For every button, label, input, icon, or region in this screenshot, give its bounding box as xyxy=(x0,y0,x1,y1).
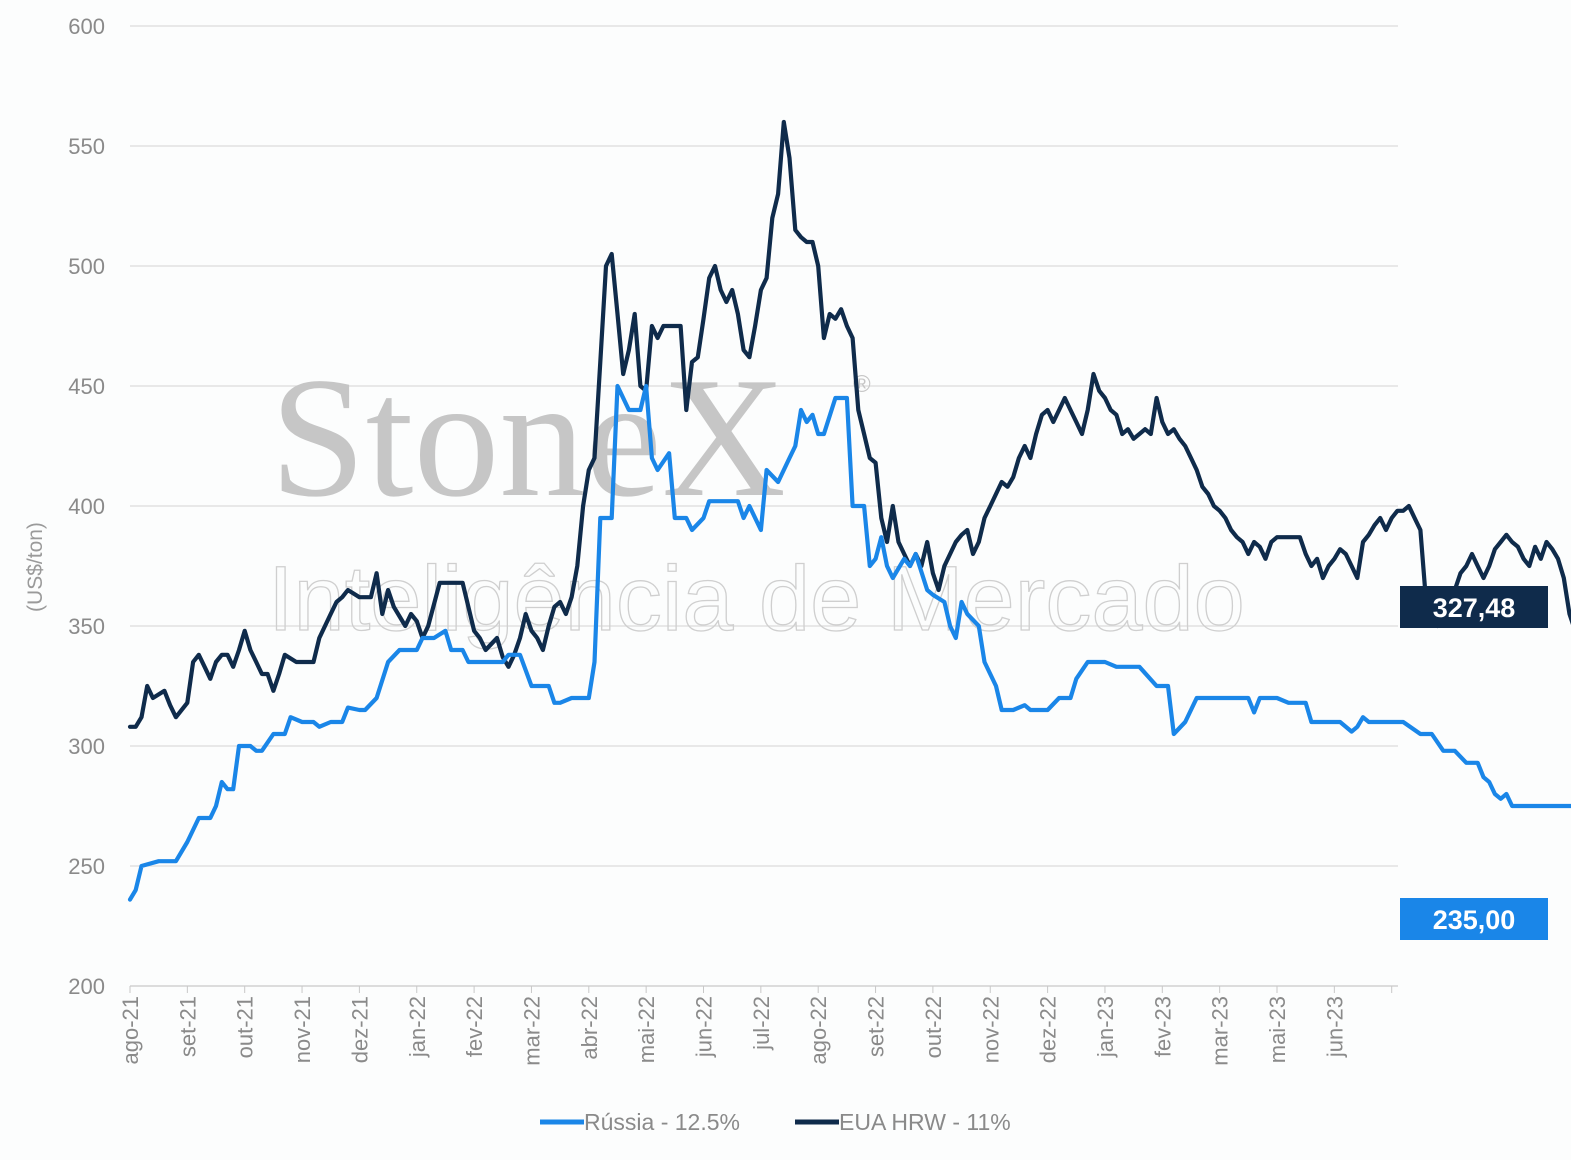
y-tick-label: 200 xyxy=(68,974,105,999)
end-value-box xyxy=(1400,898,1548,940)
end-value-label: 327,48 xyxy=(1433,593,1516,623)
y-tick-label: 350 xyxy=(68,614,105,639)
x-tick-label: jan-23 xyxy=(1093,996,1118,1058)
x-tick-label: dez-22 xyxy=(1036,996,1061,1063)
x-tick-label: jul-22 xyxy=(749,996,774,1051)
watermark-subtitle: Inteligência de Mercado xyxy=(268,548,1245,650)
end-labels: 327,48 235,00 xyxy=(1400,586,1548,940)
x-tick-label: out-22 xyxy=(921,996,946,1058)
x-tick-label: jun-23 xyxy=(1322,996,1347,1058)
y-axis-ticks: 600 550 500 450 400 350 300 250 200 xyxy=(68,14,105,999)
x-tick-label: mai-23 xyxy=(1265,996,1290,1063)
x-tick-label: set-21 xyxy=(175,996,200,1057)
x-tick-label: abr-22 xyxy=(577,996,602,1060)
x-tick-label: jan-22 xyxy=(405,996,430,1058)
x-tick-label: nov-21 xyxy=(290,996,315,1063)
x-tick-label: jun-22 xyxy=(692,996,717,1058)
x-tick-label: set-22 xyxy=(864,996,889,1057)
y-axis-label: (US$/ton) xyxy=(24,522,47,612)
x-tick-label: mai-22 xyxy=(634,996,659,1063)
x-tick-label: fev-23 xyxy=(1150,996,1175,1057)
x-tick-label: dez-21 xyxy=(347,996,372,1063)
y-tick-label: 250 xyxy=(68,854,105,879)
watermark: StoneX Inteligência de Mercado ® xyxy=(267,343,1245,651)
y-tick-label: 600 xyxy=(68,14,105,39)
end-value-label: 235,00 xyxy=(1433,905,1516,935)
y-tick-label: 550 xyxy=(68,134,105,159)
series-line xyxy=(127,383,1571,902)
y-tick-label: 450 xyxy=(68,374,105,399)
x-tick-label: mar-23 xyxy=(1208,996,1233,1066)
x-tick-label: ago-22 xyxy=(806,996,831,1065)
legend-label: Rússia - 12.5% xyxy=(584,1109,740,1135)
x-tick-label: mar-22 xyxy=(519,996,544,1066)
x-axis: ago-21 set-21 out-21 nov-21 dez-21 jan-22 fev-… xyxy=(118,986,1393,1066)
x-tick-label: ago-21 xyxy=(118,996,143,1065)
x-tick-label: out-21 xyxy=(233,996,258,1058)
end-value-box xyxy=(1400,586,1548,628)
x-tick-label: nov-22 xyxy=(978,996,1003,1063)
x-tick-label: fev-22 xyxy=(462,996,487,1057)
y-tick-label: 400 xyxy=(68,494,105,519)
y-tick-label: 500 xyxy=(68,254,105,279)
watermark-logo-text: StoneX xyxy=(270,343,786,533)
y-tick-label: 300 xyxy=(68,734,105,759)
legend-label: EUA HRW - 11% xyxy=(839,1109,1011,1135)
legend: Rússia - 12.5% EUA HRW - 11% xyxy=(540,1109,1011,1135)
